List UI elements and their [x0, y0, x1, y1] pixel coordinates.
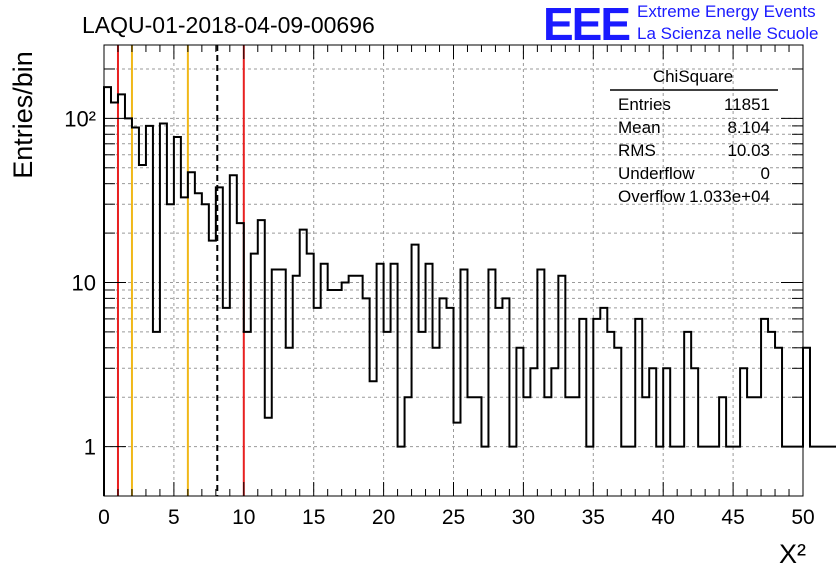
stats-label: Entries [618, 95, 671, 114]
stats-value: 11851 [724, 95, 770, 114]
stats-value: 1.033e+04 [689, 187, 770, 206]
y-axis-label: Entries/bin [8, 51, 38, 179]
x-tick-label: 50 [791, 506, 814, 529]
y-axis-ticks: 1 10 10² [64, 68, 803, 460]
grid-lines [104, 45, 803, 496]
x-tick-label: 15 [302, 506, 325, 529]
x-tick-label: 35 [582, 506, 605, 529]
stats-name: ChiSquare [653, 67, 733, 86]
stats-label: Overflow [618, 187, 686, 206]
stats-label: RMS [618, 141, 656, 160]
logo-line-1: Extreme Energy Events [637, 2, 816, 21]
logo-mark: EEE [543, 0, 629, 50]
y-tick-label: 10² [64, 106, 96, 131]
stats-value: 8.104 [727, 118, 770, 137]
logo-line-2: La Scienza nelle Scuole [637, 24, 818, 43]
x-tick-label: 25 [442, 506, 465, 529]
x-axis-label: X² [779, 539, 806, 569]
stats-value: 0 [761, 164, 770, 183]
eee-logo: EEE Extreme Energy Events La Scienza nel… [543, 0, 818, 50]
chart-title: LAQU-01-2018-04-09-00696 [82, 12, 375, 38]
y-tick-label: 10 [72, 270, 96, 295]
x-tick-label: 5 [168, 506, 180, 529]
x-tick-label: 0 [98, 506, 110, 529]
x-axis-ticks: 0 5 10 15 20 25 30 35 40 45 50 [98, 45, 815, 529]
stats-box: ChiSquare Entries 11851 Mean 8.104 RMS 10.03 U… [610, 67, 778, 206]
x-tick-label: 45 [721, 506, 744, 529]
x-tick-label: 20 [372, 506, 395, 529]
stats-value: 10.03 [727, 141, 770, 160]
x-tick-label: 40 [652, 506, 675, 529]
x-tick-label: 10 [232, 506, 255, 529]
y-tick-label: 1 [84, 435, 96, 460]
stats-label: Underflow [618, 164, 695, 183]
x-tick-label: 30 [512, 506, 535, 529]
stats-label: Mean [618, 118, 661, 137]
histogram-outline [103, 86, 836, 496]
